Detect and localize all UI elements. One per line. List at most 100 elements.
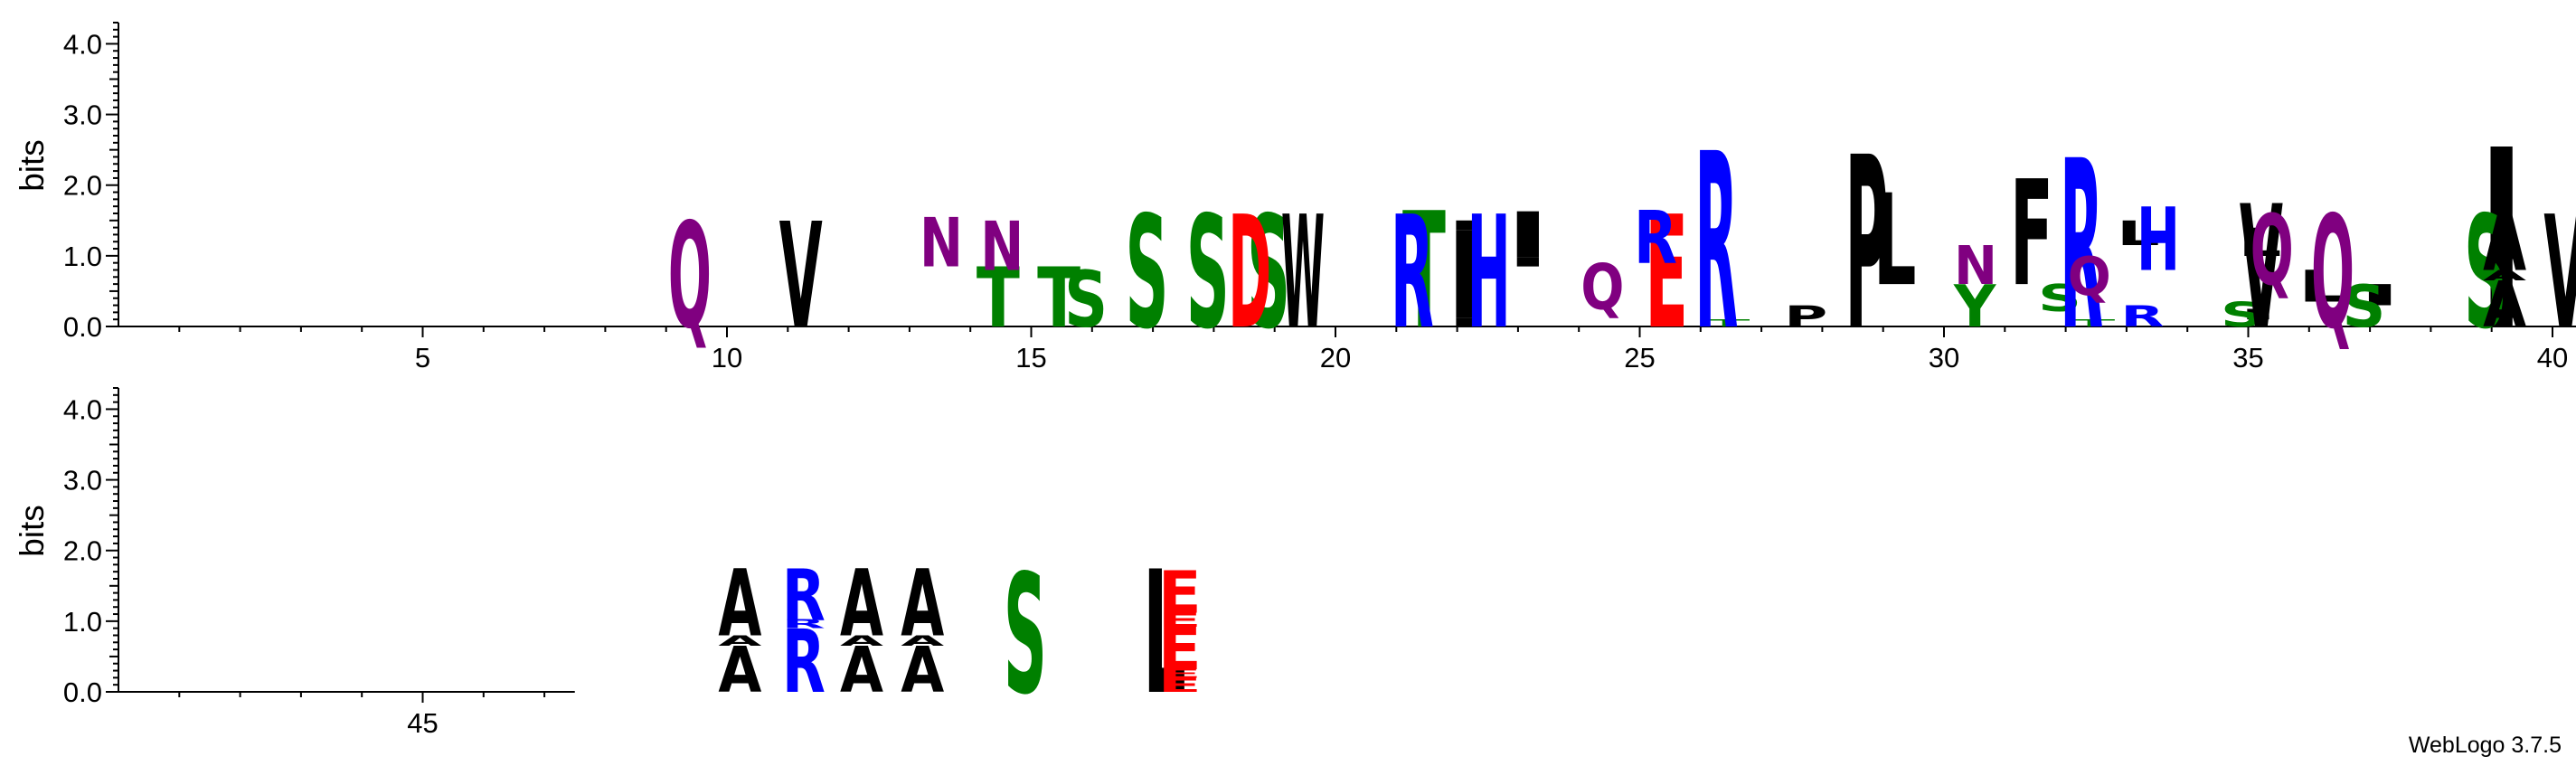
position-31-stack: V — [2543, 184, 2576, 364]
glyph-R: R — [2120, 299, 2164, 334]
glyph-E: E — [1158, 616, 1202, 683]
position-20-stack: I — [2480, 99, 2524, 385]
glyph-I: I — [1446, 316, 1489, 329]
position-15-stack: E — [1645, 184, 1688, 364]
y-tick-label: 1.0 — [63, 606, 102, 638]
position-2-stack: V — [779, 192, 823, 361]
position-19-stack: P — [1845, 109, 1889, 384]
glyph-L: L — [2238, 221, 2281, 266]
position-8-stack: S — [1186, 183, 1230, 364]
x-tick-label: 10 — [712, 342, 742, 374]
glyph-E: E — [1158, 675, 1202, 697]
glyph-T: T — [1402, 178, 1446, 364]
y-axis-label: bits — [14, 505, 51, 557]
glyph-I: I — [1446, 218, 1489, 232]
glyph-A: A — [2483, 267, 2526, 284]
glyph-R: R — [782, 618, 826, 631]
glyph-E: E — [1645, 184, 1688, 364]
glyph-A: A — [840, 632, 883, 649]
glyph-S: S — [2342, 273, 2385, 341]
position-1-stack: Q — [668, 193, 712, 362]
glyph-Q: Q — [2068, 245, 2111, 307]
position-30-stack: AAA — [2483, 195, 2526, 342]
glyph-I: I — [2358, 279, 2401, 312]
weblogo-version-label: WebLogo 3.7.5 — [2408, 733, 2562, 758]
glyph-S: S — [2464, 183, 2507, 364]
glyph-W: W — [1281, 184, 1325, 364]
x-tick-label: 15 — [1015, 342, 1046, 374]
position-27-stack: SQ — [2250, 196, 2386, 341]
position-4-stack: T I I I — [977, 208, 1550, 347]
position-26-stack: V — [2240, 168, 2283, 366]
glyph-A: A — [901, 632, 944, 649]
glyph-E: E — [1158, 610, 1202, 632]
glyph-I: I — [2480, 99, 2524, 385]
glyph-I: I — [1506, 208, 1550, 270]
y-tick-label: 1.0 — [63, 241, 102, 272]
glyph-N: N — [920, 203, 963, 283]
position-45-stack: S — [1004, 541, 1047, 732]
glyph-A: A — [840, 550, 883, 657]
glyph-I: I — [2236, 306, 2279, 323]
x-tick-label: 30 — [1929, 342, 1959, 374]
glyph-Q: Q — [2250, 196, 2294, 308]
y-tick-label: 4.0 — [63, 393, 102, 425]
glyph-S: S — [1247, 183, 1290, 364]
glyph-A: A — [840, 634, 883, 707]
position-12-stack: R — [1391, 184, 1434, 364]
glyph-S: S — [2221, 295, 2264, 335]
glyph-P: P — [1784, 300, 1827, 334]
glyph-V: V — [2543, 184, 2576, 364]
glyph-V: V — [779, 192, 823, 361]
glyph-R: R — [1391, 184, 1434, 364]
position-13-stack: W — [1281, 184, 1325, 364]
glyph-Q: Q — [668, 193, 712, 362]
position-9-stack: S — [1247, 183, 1290, 364]
glyph-R: R — [2060, 111, 2103, 383]
position-10-stack: D — [1228, 184, 1271, 364]
glyph-T: T — [1037, 251, 1080, 346]
glyph-A: A — [2483, 195, 2526, 290]
glyph-A: A — [718, 550, 761, 657]
position-42-stack: RRR — [782, 553, 826, 713]
glyph-F: F — [2010, 150, 2053, 319]
position-11-stack: T — [1402, 178, 1446, 364]
glyph-I: I — [1446, 205, 1489, 346]
glyph-R: R — [1634, 195, 1677, 280]
glyph-S: S — [1004, 541, 1047, 732]
glyph-Y: Y — [1953, 273, 1997, 341]
y-tick-label: 3.0 — [63, 99, 102, 131]
position-3-stack: III — [1446, 205, 1489, 346]
position-6-stack: SN — [980, 207, 1108, 345]
glyph-D: D — [1228, 184, 1271, 364]
y-axis-label: bits — [14, 139, 51, 192]
glyph-L: L — [2299, 261, 2343, 312]
y-tick-label: 2.0 — [63, 170, 102, 202]
glyph-T: T — [1706, 317, 1750, 329]
glyph-A: A — [901, 634, 944, 707]
position-5-stack: TN — [920, 203, 1081, 346]
y-tick-label: 3.0 — [63, 465, 102, 496]
glyph-E: E — [1158, 667, 1202, 680]
glyph-E: E — [1158, 559, 1202, 626]
glyph-H: H — [2137, 189, 2180, 291]
position-23-stack: R — [2060, 111, 2103, 383]
glyph-R: R — [1694, 102, 1738, 383]
position-46-stack: L — [1143, 534, 1186, 732]
y-tick-label: 0.0 — [63, 676, 102, 708]
position-28-stack: Q — [2311, 184, 2354, 364]
y-tick-label: 4.0 — [63, 28, 102, 60]
glyph-S: S — [1064, 256, 1108, 345]
glyph-T: T — [2071, 317, 2116, 329]
position-25-stack: SL H — [2137, 189, 2343, 335]
position-29-stack: S — [2464, 183, 2507, 364]
y-tick-label: 0.0 — [63, 311, 102, 343]
glyph-A: A — [718, 634, 761, 707]
glyph-R: R — [782, 612, 826, 714]
x-tick-label: 45 — [407, 707, 438, 739]
y-tick-label: 2.0 — [63, 535, 102, 567]
